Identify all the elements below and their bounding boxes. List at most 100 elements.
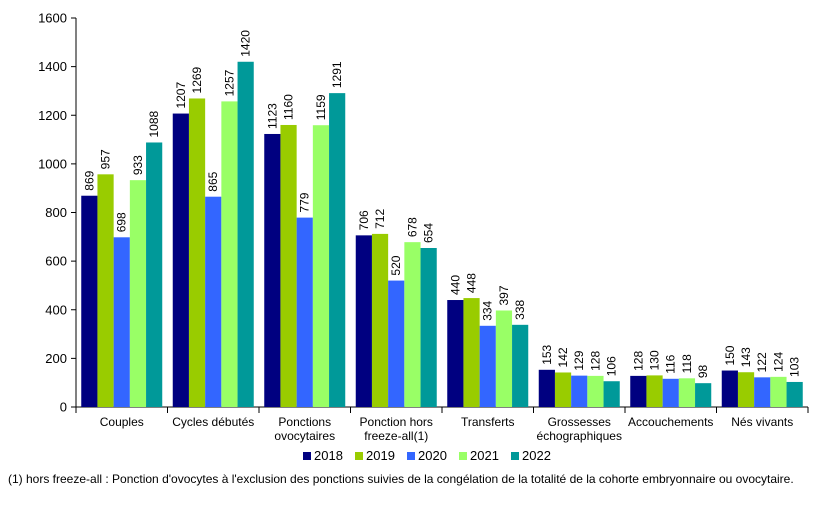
x-category-label: Ponctions ovocytaires xyxy=(274,415,335,443)
bar xyxy=(786,381,803,407)
bar xyxy=(447,300,464,407)
data-label: 779 xyxy=(298,192,312,212)
data-label: 122 xyxy=(755,352,769,372)
y-tick-label: 600 xyxy=(45,254,67,269)
data-label: 130 xyxy=(648,350,662,370)
bar xyxy=(97,174,114,407)
bar xyxy=(695,383,712,407)
data-label: 1088 xyxy=(147,110,161,137)
data-label: 128 xyxy=(631,351,645,371)
y-tick-label: 0 xyxy=(60,400,67,415)
data-label: 129 xyxy=(572,350,586,370)
bar xyxy=(296,217,313,407)
bar xyxy=(662,378,679,407)
data-label: 869 xyxy=(82,170,96,190)
data-labels: 869 1207 1123 706 440 153 128 150 957 1269 1160 712… xyxy=(82,30,801,378)
bar xyxy=(329,93,346,408)
bar xyxy=(371,233,389,407)
legend-swatch xyxy=(459,452,467,460)
y-tick-label: 400 xyxy=(45,302,67,317)
data-label: 1291 xyxy=(330,61,344,88)
bar xyxy=(146,142,163,408)
data-label: 128 xyxy=(588,351,602,371)
bar xyxy=(404,242,421,407)
legend-label: 2019 xyxy=(366,448,395,463)
data-label: 698 xyxy=(115,212,129,232)
y-tick-label: 800 xyxy=(45,205,67,220)
data-label: 520 xyxy=(389,255,403,275)
x-category-label: Transferts xyxy=(461,415,515,429)
bar xyxy=(172,113,189,407)
legend-label: 2018 xyxy=(314,448,343,463)
data-label: 865 xyxy=(206,171,220,191)
bar xyxy=(463,298,480,407)
data-label: 124 xyxy=(771,352,785,372)
bar xyxy=(554,372,572,407)
x-category-label: Cycles débutés xyxy=(172,415,254,429)
data-label: 150 xyxy=(723,345,737,365)
bar xyxy=(355,235,372,407)
y-tick-label: 1600 xyxy=(38,11,67,26)
x-category-label: Ponction hors freeze-all(1) xyxy=(360,415,433,443)
data-label: 1123 xyxy=(265,103,279,129)
bar xyxy=(264,133,281,407)
bar xyxy=(587,375,604,407)
legend: 2018 2019 2020 2021 2022 xyxy=(303,448,551,463)
x-category-label: Nés vivants xyxy=(731,415,793,429)
data-label: 1269 xyxy=(190,66,204,93)
legend-swatch xyxy=(303,452,311,460)
data-label: 678 xyxy=(405,217,419,237)
bar xyxy=(538,369,555,407)
y-tick-label: 1200 xyxy=(38,108,67,123)
bar xyxy=(420,247,437,407)
data-label: 143 xyxy=(739,347,753,367)
legend-label: 2022 xyxy=(522,448,551,463)
data-label: 106 xyxy=(605,356,619,376)
legend-swatch xyxy=(511,452,519,460)
y-tick-label: 200 xyxy=(45,351,67,366)
data-label: 334 xyxy=(481,300,495,320)
legend-label: 2020 xyxy=(418,448,447,463)
data-label: 116 xyxy=(664,354,678,373)
data-label: 338 xyxy=(513,299,527,319)
data-label: 1160 xyxy=(282,94,296,120)
legend-label: 2021 xyxy=(470,448,499,463)
data-label: 712 xyxy=(373,209,387,229)
x-category-label: Grossesses échographiques xyxy=(537,415,622,443)
bar xyxy=(312,125,330,407)
bar xyxy=(603,381,620,407)
y-tick-label: 1400 xyxy=(38,59,67,74)
y-tick-label: 1000 xyxy=(38,156,67,171)
x-category-label: Couples xyxy=(100,415,144,429)
data-label: 103 xyxy=(788,357,802,377)
data-label: 98 xyxy=(696,364,710,378)
bar xyxy=(737,372,755,407)
footnote: (1) hors freeze-all : Ponction d'ovocyte… xyxy=(8,472,794,486)
data-label: 1257 xyxy=(222,69,236,96)
bar xyxy=(113,237,130,407)
bar xyxy=(237,61,254,407)
bar xyxy=(129,180,147,407)
bar xyxy=(646,375,663,407)
legend-swatch xyxy=(355,452,363,460)
data-label: 1159 xyxy=(314,94,328,120)
data-label: 142 xyxy=(556,347,570,367)
bars xyxy=(81,61,803,408)
data-label: 1207 xyxy=(174,82,188,109)
bar xyxy=(205,196,222,407)
bar xyxy=(495,310,513,407)
bar xyxy=(388,280,405,407)
data-label: 706 xyxy=(357,210,371,230)
x-category-label: Accouchements xyxy=(628,415,713,429)
bar xyxy=(721,370,738,407)
data-label: 118 xyxy=(680,354,694,373)
data-label: 1420 xyxy=(239,30,253,57)
data-label: 153 xyxy=(540,344,554,364)
bar xyxy=(754,377,771,407)
data-label: 957 xyxy=(99,149,113,169)
data-label: 654 xyxy=(422,223,436,243)
data-label: 933 xyxy=(131,155,145,175)
bar xyxy=(479,325,496,407)
data-label: 440 xyxy=(448,275,462,295)
data-label: 448 xyxy=(465,273,479,293)
